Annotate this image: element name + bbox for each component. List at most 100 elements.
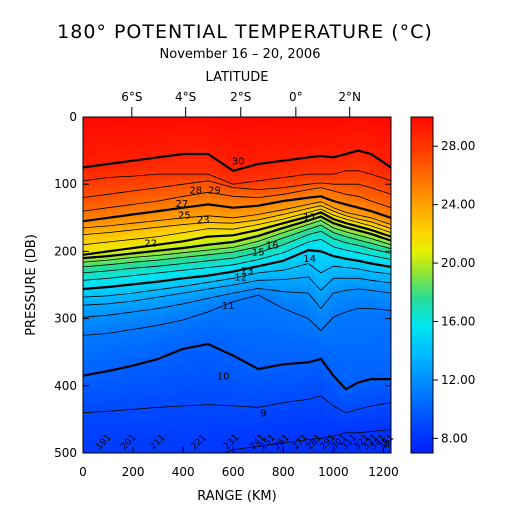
field-cell — [126, 147, 134, 150]
field-cell — [195, 262, 203, 265]
field-cell — [195, 433, 203, 437]
field-cell — [158, 151, 165, 154]
field-cell — [151, 366, 159, 370]
field-cell — [233, 338, 241, 342]
field-cell — [133, 334, 140, 338]
field-cell — [189, 278, 197, 281]
field-cell — [158, 276, 165, 279]
field-cell — [126, 425, 134, 429]
field-cell — [214, 264, 222, 267]
field-cell — [170, 171, 178, 175]
field-cell — [86, 241, 90, 245]
field-cell — [126, 294, 134, 298]
field-cell — [183, 352, 191, 356]
field-cell — [239, 401, 247, 404]
field-cell — [108, 270, 115, 273]
field-cell — [170, 209, 178, 213]
field-cell — [139, 439, 147, 443]
field-cell — [201, 207, 209, 211]
field-cell — [145, 221, 153, 225]
field-cell — [170, 201, 178, 205]
field-cell — [89, 241, 93, 245]
field-cell — [208, 205, 216, 209]
field-cell — [95, 348, 103, 352]
field-cell — [151, 298, 159, 302]
field-cell — [258, 237, 266, 241]
field-cell — [258, 153, 266, 156]
field-cell — [195, 391, 203, 394]
field-cell — [208, 415, 216, 418]
field-cell — [226, 165, 234, 168]
field-cell — [183, 403, 191, 406]
field-cell — [83, 362, 87, 366]
field-cell — [89, 270, 93, 273]
field-cell — [158, 342, 165, 346]
field-cell — [164, 290, 172, 293]
field-cell — [201, 143, 209, 146]
field-cell — [214, 169, 222, 173]
field-cell — [95, 375, 103, 378]
field-cell — [226, 193, 234, 197]
field-cell — [183, 415, 191, 418]
field-cell — [214, 217, 222, 221]
field-cell — [151, 441, 159, 445]
field-cell — [114, 375, 122, 378]
field-cell — [145, 338, 153, 342]
field-cell — [158, 433, 165, 437]
field-cell — [195, 389, 203, 392]
field-cell — [145, 352, 153, 356]
field-cell — [114, 121, 122, 124]
field-cell — [195, 205, 203, 209]
field-cell — [252, 193, 259, 197]
field-cell — [170, 229, 178, 233]
field-cell — [239, 375, 247, 378]
field-cell — [164, 379, 172, 382]
field-cell — [95, 411, 103, 414]
field-cell — [145, 237, 153, 241]
field-cell — [145, 288, 153, 291]
field-cell — [189, 336, 197, 340]
field-cell — [86, 129, 90, 132]
field-cell — [189, 157, 197, 160]
field-cell — [252, 207, 259, 211]
field-cell — [220, 173, 228, 177]
field-cell — [145, 167, 153, 171]
field-cell — [92, 205, 97, 209]
field-cell — [139, 161, 147, 164]
field-cell — [101, 362, 109, 366]
field-cell — [176, 373, 184, 376]
field-cell — [158, 157, 165, 160]
field-cell — [214, 209, 222, 213]
field-cell — [145, 407, 153, 410]
field-cell — [145, 252, 153, 255]
field-cell — [86, 413, 90, 416]
field-cell — [164, 193, 172, 197]
field-cell — [95, 354, 103, 358]
field-cell — [220, 407, 228, 410]
field-cell — [95, 229, 103, 233]
field-cell — [245, 225, 253, 229]
field-cell — [158, 139, 165, 142]
field-cell — [208, 215, 216, 219]
field-cell — [139, 167, 147, 171]
field-cell — [89, 322, 93, 326]
field-cell — [101, 129, 109, 132]
field-cell — [226, 191, 234, 195]
field-cell — [126, 169, 134, 173]
field-cell — [83, 322, 87, 326]
field-cell — [220, 415, 228, 418]
field-cell — [183, 244, 191, 247]
field-cell — [252, 248, 259, 251]
field-cell — [83, 310, 87, 314]
field-cell — [176, 161, 184, 164]
field-cell — [208, 409, 216, 412]
field-cell — [133, 217, 140, 221]
field-cell — [176, 302, 184, 306]
field-cell — [145, 177, 153, 181]
field-cell — [139, 239, 147, 243]
field-cell — [89, 332, 93, 336]
field-cell — [201, 123, 209, 126]
field-cell — [239, 419, 247, 423]
field-cell — [233, 185, 241, 189]
field-cell — [208, 300, 216, 304]
